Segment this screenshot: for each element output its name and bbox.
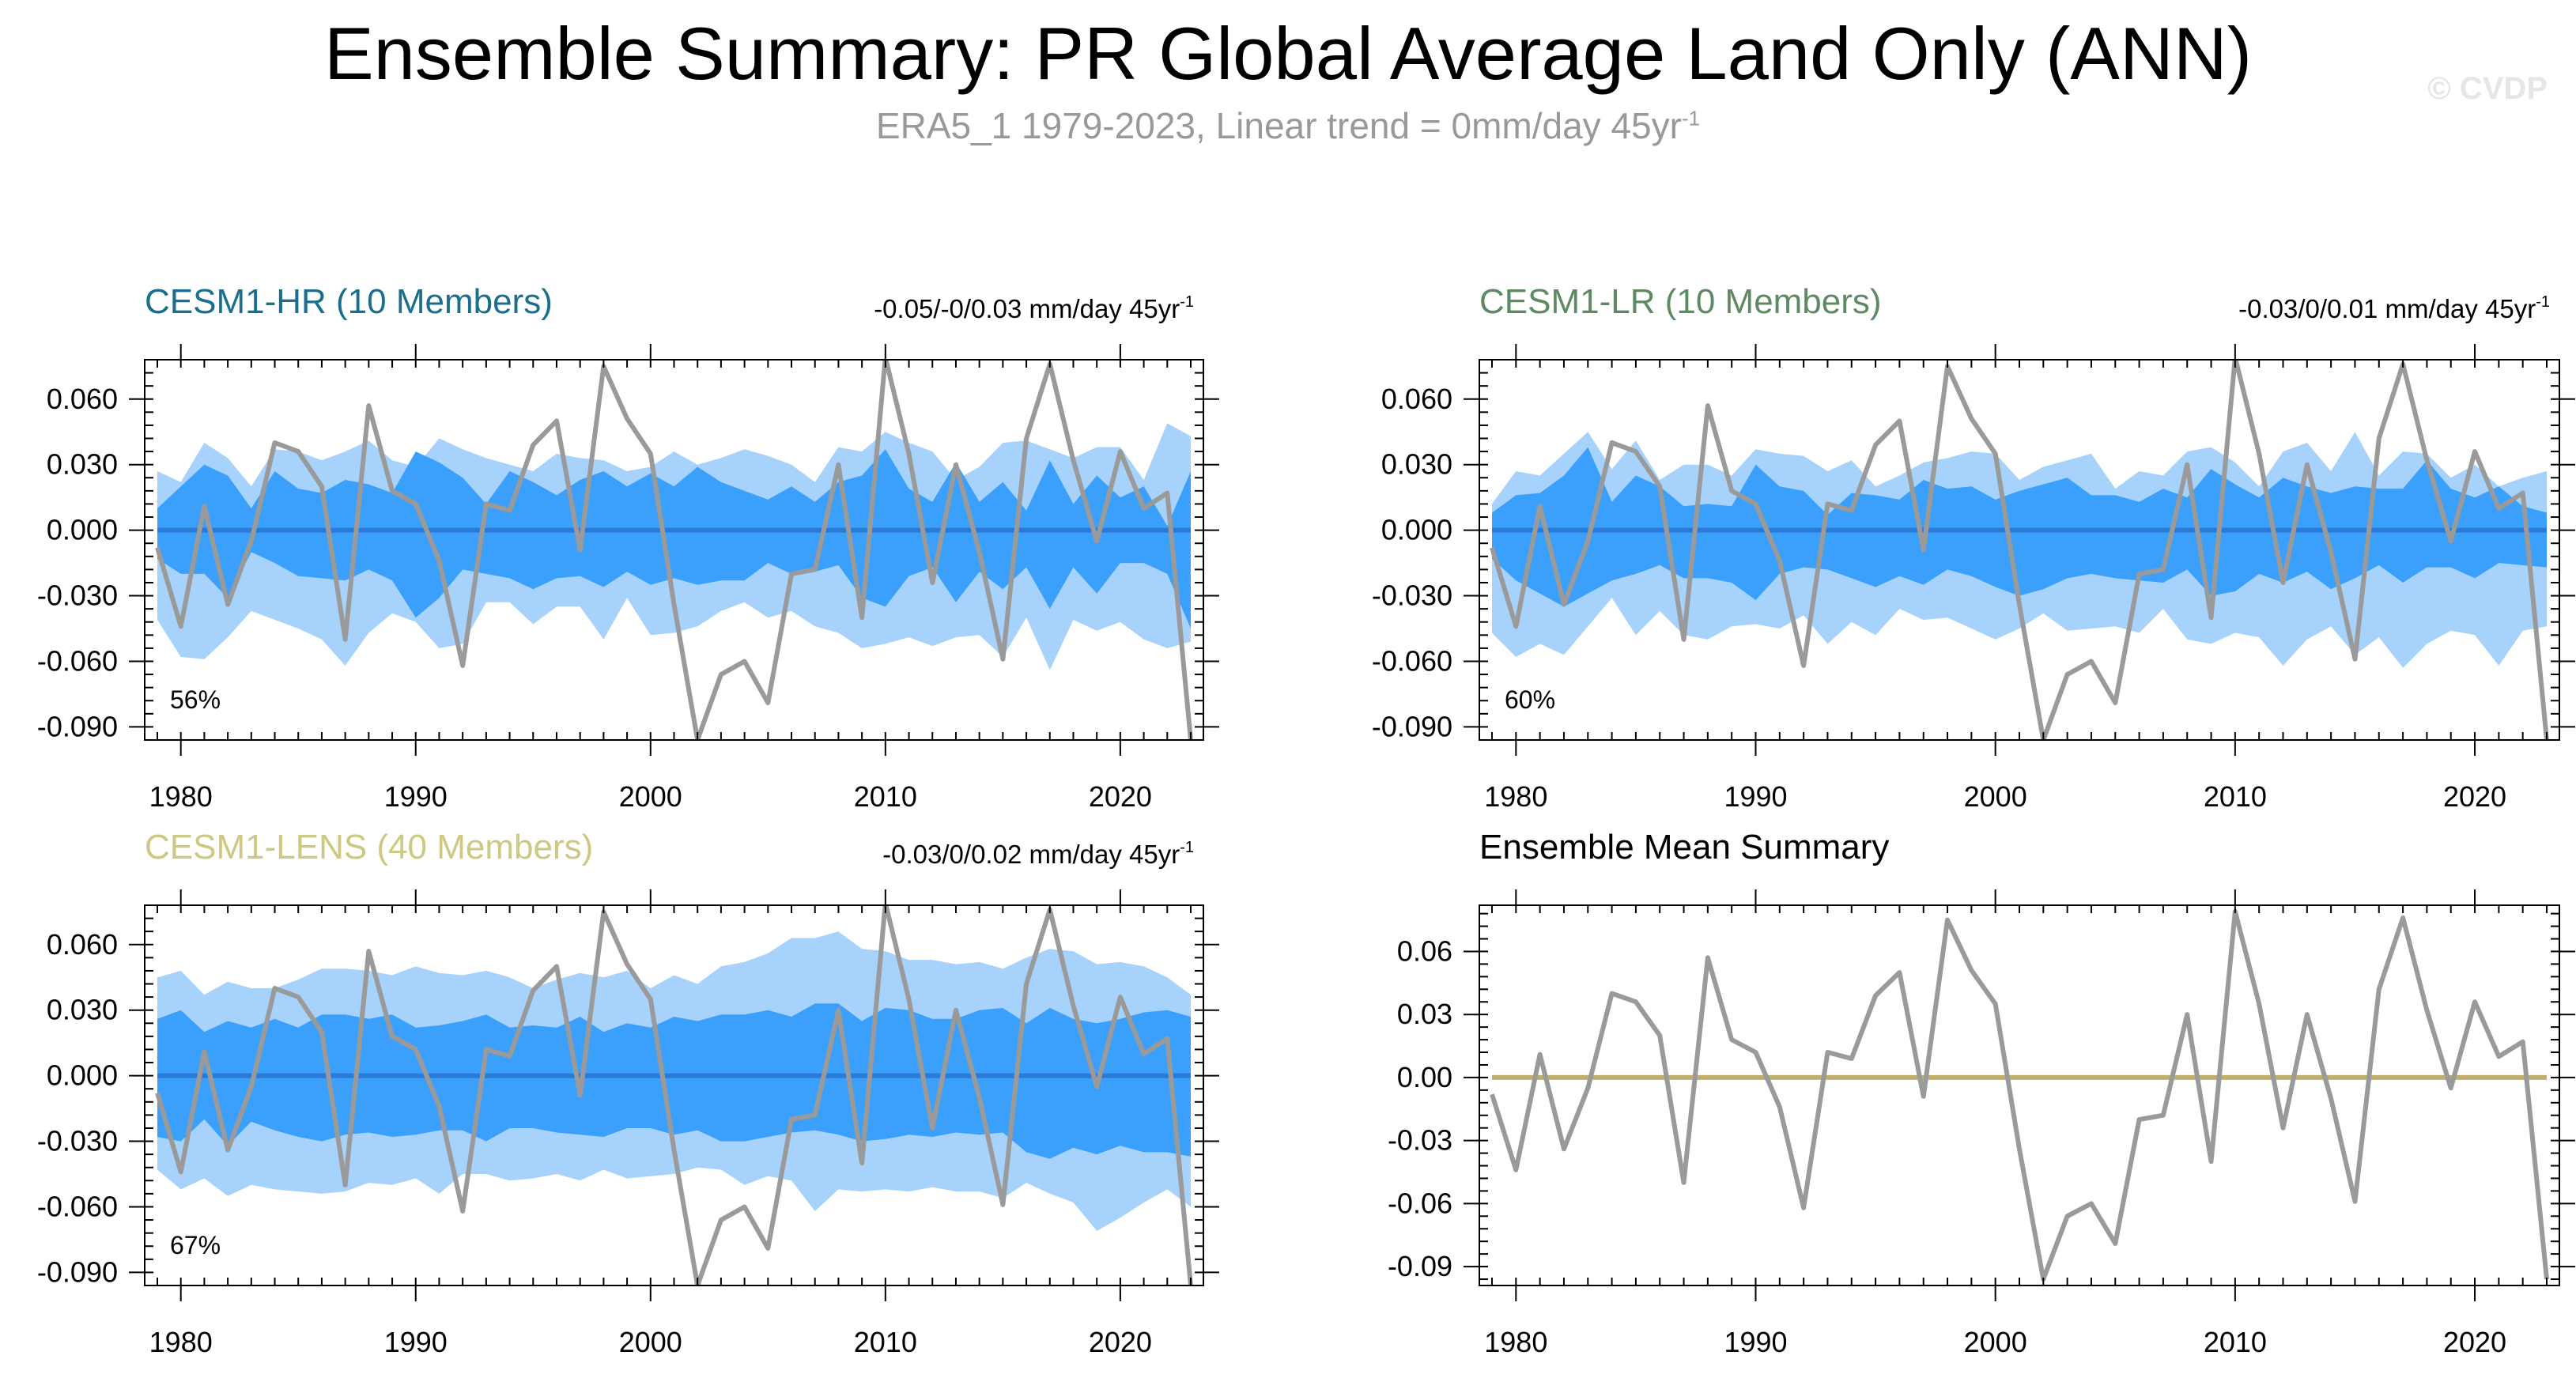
x-tick-label: 1980 [149,1326,213,1358]
percent-label: 60% [1505,685,1555,714]
y-tick-label: 0.060 [1381,383,1452,415]
observed-series-line [155,360,1193,740]
x-tick-label: 2020 [2443,1326,2506,1358]
y-tick-label: 0.000 [47,1059,118,1092]
trend-label-superscript: -1 [2536,293,2550,311]
trend-label: -0.05/-0/0.03 mm/day 45yr-1 [874,293,1194,323]
y-tick-label: -0.060 [37,1190,118,1222]
y-tick-label: -0.03 [1388,1124,1452,1157]
y-tick-label: 0.00 [1397,1061,1452,1093]
x-tick-label: 2010 [854,1326,917,1358]
x-tick-label: 2010 [854,780,917,813]
x-tick-label: 2020 [1089,780,1152,813]
inner-spread-band [1492,447,2547,607]
trend-label-text: -0.03/0/0.02 mm/day 45yr [882,840,1180,869]
y-tick-label: -0.090 [37,710,118,742]
trend-label-superscript: -1 [1180,839,1194,856]
x-tick-label: 1980 [149,780,213,813]
plot-frame [1479,904,2560,1286]
x-tick-label: 1980 [1484,1326,1547,1358]
chart-panel-4: 0.06 0.03 0.00 -0.03 -0.06 -0.09 1980 1990 2000 2… [1388,828,2575,1358]
trend-label-text: -0.05/-0/0.03 mm/day 45yr [874,294,1180,323]
panel-title: Ensemble Mean Summary [1479,828,1889,866]
x-tick-label: 1990 [1724,780,1787,813]
subtitle-superscript: -1 [1681,106,1701,130]
panel-title: CESM1-LR (10 Members) [1479,282,1882,321]
y-tick-label: 0.06 [1397,934,1452,967]
y-tick-label: -0.060 [1372,644,1452,677]
y-tick-label: -0.030 [1372,580,1452,612]
subtitle-text: ERA5_1 1979-2023, Linear trend = 0mm/day… [875,105,1682,146]
trend-label: -0.03/0/0.02 mm/day 45yr-1 [882,839,1194,869]
trend-label-superscript: -1 [1180,293,1194,311]
y-tick-label: 0.030 [47,994,118,1026]
x-tick-label: 2000 [619,780,682,813]
plot-area [1490,360,2549,740]
x-tick-label: 1980 [1484,780,1547,813]
x-tick-label: 2000 [1964,780,2027,813]
y-tick-label: 0.060 [47,383,118,415]
trend-label: -0.03/0/0.01 mm/day 45yr-1 [2238,293,2550,323]
plot-area [1490,909,2549,1282]
chart-panel-1: 0.060 0.030 0.000 -0.030 -0.060 -0.090 1980 199… [37,282,1219,813]
plot-area [155,360,1193,740]
panel-title: CESM1-HR (10 Members) [145,282,553,321]
figure-subtitle: ERA5_1 1979-2023, Linear trend = 0mm/day… [0,104,2576,147]
x-tick-label: 2010 [2204,1326,2267,1358]
y-tick-label: 0.000 [1381,514,1452,546]
y-tick-label: 0.030 [47,448,118,481]
x-tick-label: 2020 [2443,780,2506,813]
trend-label-text: -0.03/0/0.01 mm/day 45yr [2238,294,2536,323]
y-tick-label: -0.06 [1388,1187,1452,1219]
percent-label: 67% [170,1231,221,1259]
y-tick-label: 0.030 [1381,448,1452,481]
y-tick-label: -0.030 [37,1125,118,1157]
chart-panel-3: 0.060 0.030 0.000 -0.030 -0.060 -0.090 1980 199… [37,828,1219,1358]
percent-label: 56% [170,685,221,714]
y-tick-label: 0.03 [1397,998,1452,1030]
chart-panel-2: 0.060 0.030 0.000 -0.030 -0.060 -0.090 1980 199… [1372,282,2575,813]
x-tick-label: 2010 [2204,780,2267,813]
y-tick-label: -0.090 [37,1255,118,1288]
x-tick-label: 1990 [384,1326,448,1358]
y-tick-label: -0.09 [1388,1250,1452,1282]
x-tick-label: 2000 [1964,1326,2027,1358]
y-tick-label: 0.060 [47,928,118,961]
y-tick-label: 0.000 [47,514,118,546]
plot-area [155,905,1193,1286]
observed-series-line [1490,909,2549,1282]
x-tick-label: 1990 [1724,1326,1787,1358]
y-tick-label: -0.090 [1372,710,1452,742]
figure-title: Ensemble Summary: PR Global Average Land… [323,12,2253,95]
cvdp-watermark: © CVDP [2427,71,2548,106]
y-tick-label: -0.060 [37,644,118,677]
x-tick-label: 2020 [1089,1326,1152,1358]
y-tick-label: -0.030 [37,580,118,612]
observed-series-line [1490,360,2549,740]
inner-spread-band [157,449,1191,629]
panel-title: CESM1-LENS (40 Members) [145,828,593,866]
observed-series-line [155,905,1193,1286]
x-tick-label: 2000 [619,1326,682,1358]
x-tick-label: 1990 [384,780,448,813]
